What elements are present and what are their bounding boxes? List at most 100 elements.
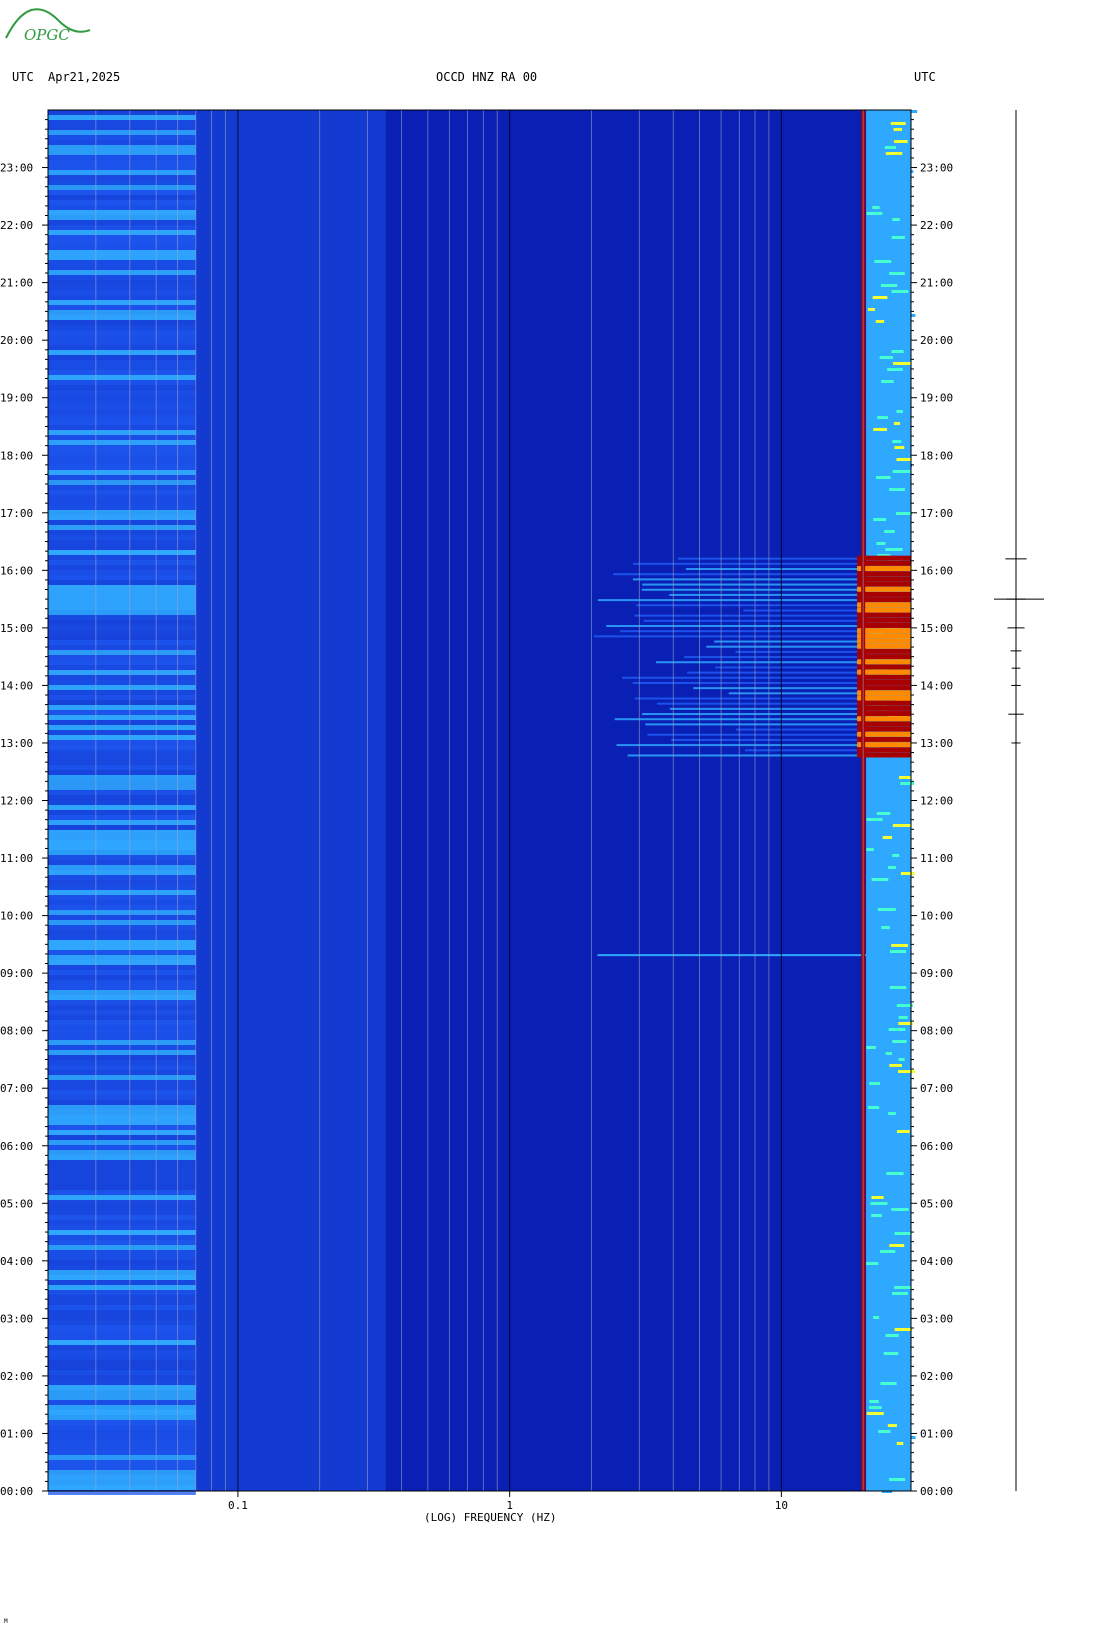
low-frequency-band-cell bbox=[48, 800, 196, 805]
high-frequency-band-cell bbox=[888, 344, 900, 347]
low-frequency-band-cell bbox=[48, 355, 196, 360]
low-frequency-band-cell bbox=[48, 515, 196, 520]
low-frequency-band-cell bbox=[48, 1005, 196, 1010]
low-frequency-band-cell bbox=[48, 1040, 196, 1045]
low-frequency-band-cell bbox=[48, 385, 196, 390]
high-frequency-band-cell bbox=[899, 1436, 916, 1439]
activity-hot-cell bbox=[857, 607, 911, 613]
activity-hot-cell bbox=[857, 731, 911, 737]
low-frequency-band-cell bbox=[48, 770, 196, 775]
y-tick-label-right: 20:00 bbox=[920, 334, 953, 347]
high-frequency-band-cell bbox=[872, 668, 889, 671]
low-frequency-band-cell bbox=[48, 565, 196, 570]
activity-streak bbox=[606, 624, 911, 627]
low-frequency-band-cell bbox=[48, 1120, 196, 1125]
y-tick-label-left: 04:00 bbox=[0, 1255, 33, 1268]
low-frequency-band-cell bbox=[48, 760, 196, 765]
low-frequency-band-cell bbox=[48, 1205, 196, 1210]
y-tick-label-right: 21:00 bbox=[920, 277, 953, 290]
y-tick-label-right: 05:00 bbox=[920, 1197, 953, 1210]
y-tick-label-right: 10:00 bbox=[920, 910, 953, 923]
low-frequency-band-cell bbox=[48, 1200, 196, 1205]
low-frequency-band-cell bbox=[48, 1270, 196, 1275]
high-frequency-band-cell bbox=[899, 776, 911, 779]
high-frequency-band-cell bbox=[890, 194, 908, 197]
high-frequency-band-cell bbox=[889, 1364, 908, 1367]
high-frequency-band-cell bbox=[888, 764, 901, 767]
high-frequency-band-cell bbox=[895, 512, 913, 515]
low-frequency-band-cell bbox=[48, 910, 196, 915]
high-frequency-band-cell bbox=[866, 848, 874, 851]
low-frequency-band-cell bbox=[48, 555, 196, 560]
high-frequency-band-cell bbox=[882, 1034, 895, 1037]
high-frequency-band-cell bbox=[887, 1484, 904, 1487]
low-frequency-band-cell bbox=[48, 790, 196, 795]
low-frequency-band-cell bbox=[48, 135, 196, 140]
low-frequency-band-cell bbox=[48, 785, 196, 790]
activity-streak bbox=[735, 650, 911, 653]
high-frequency-band-cell bbox=[889, 1478, 906, 1481]
high-frequency-band-cell bbox=[881, 1142, 892, 1145]
low-frequency-band-cell bbox=[48, 575, 196, 580]
activity-hot-cell bbox=[857, 633, 911, 639]
high-frequency-band-cell bbox=[866, 1412, 884, 1415]
low-frequency-band-cell bbox=[48, 1480, 196, 1485]
low-frequency-band-cell bbox=[48, 1215, 196, 1220]
activity-hot-cell bbox=[857, 597, 911, 603]
activity-hot-cell bbox=[857, 700, 911, 706]
high-frequency-band-cell bbox=[870, 188, 882, 191]
high-frequency-band-cell bbox=[891, 1166, 906, 1169]
low-frequency-band-cell bbox=[48, 530, 196, 535]
low-frequency-band-cell bbox=[48, 1090, 196, 1095]
high-frequency-band-cell bbox=[879, 524, 893, 527]
high-frequency-band-cell bbox=[895, 938, 902, 941]
low-frequency-band-cell bbox=[48, 570, 196, 575]
low-frequency-band-cell bbox=[48, 395, 196, 400]
low-frequency-band-cell bbox=[48, 1465, 196, 1470]
y-tick-label-right: 17:00 bbox=[920, 507, 953, 520]
high-frequency-band-cell bbox=[869, 1082, 881, 1085]
y-tick-label-left: 16:00 bbox=[0, 564, 33, 577]
high-frequency-band-cell bbox=[868, 374, 884, 377]
high-frequency-band-cell bbox=[888, 788, 895, 791]
low-frequency-band-cell bbox=[48, 985, 196, 990]
high-frequency-band-cell bbox=[876, 812, 891, 815]
low-frequency-band-cell bbox=[48, 1230, 196, 1235]
activity-streak bbox=[669, 707, 911, 710]
y-tick-label-right: 07:00 bbox=[920, 1082, 953, 1095]
high-frequency-band-cell bbox=[872, 830, 879, 833]
low-frequency-band-cell bbox=[48, 545, 196, 550]
y-tick-label-left: 11:00 bbox=[0, 852, 33, 865]
low-frequency-band-cell bbox=[48, 370, 196, 375]
high-frequency-band-cell bbox=[893, 128, 903, 131]
low-frequency-band-cell bbox=[48, 1255, 196, 1260]
high-frequency-band-cell bbox=[885, 1334, 899, 1337]
high-frequency-band-cell bbox=[870, 914, 883, 917]
high-frequency-band-cell bbox=[880, 1382, 897, 1385]
high-frequency-band-cell bbox=[877, 416, 889, 419]
high-frequency-band-cell bbox=[887, 254, 902, 257]
high-frequency-band-cell bbox=[868, 308, 875, 311]
y-tick-label-left: 21:00 bbox=[0, 277, 33, 290]
low-frequency-band-cell bbox=[48, 535, 196, 540]
activity-hot-cell bbox=[857, 679, 911, 685]
low-frequency-band-cell bbox=[48, 1450, 196, 1455]
high-frequency-band-cell bbox=[878, 1010, 897, 1013]
high-frequency-band-cell bbox=[883, 386, 891, 389]
high-frequency-band-cell bbox=[874, 1178, 883, 1181]
activity-streak bbox=[715, 666, 911, 669]
low-frequency-band-cell bbox=[48, 1135, 196, 1140]
high-frequency-band-cell bbox=[867, 1472, 885, 1475]
y-tick-label-left: 13:00 bbox=[0, 737, 33, 750]
low-frequency-band-cell bbox=[48, 550, 196, 555]
activity-streak bbox=[684, 656, 911, 659]
low-frequency-band-cell bbox=[48, 265, 196, 270]
x-tick-label: 0.1 bbox=[228, 1499, 248, 1512]
high-frequency-band-cell bbox=[887, 1154, 902, 1157]
activity-streak bbox=[647, 733, 911, 736]
y-tick-label-right: 16:00 bbox=[920, 564, 953, 577]
low-frequency-band-cell bbox=[48, 1110, 196, 1115]
high-frequency-band-cell bbox=[880, 1118, 887, 1121]
high-frequency-band-cell bbox=[873, 428, 887, 431]
high-frequency-band-cell bbox=[880, 1250, 896, 1253]
